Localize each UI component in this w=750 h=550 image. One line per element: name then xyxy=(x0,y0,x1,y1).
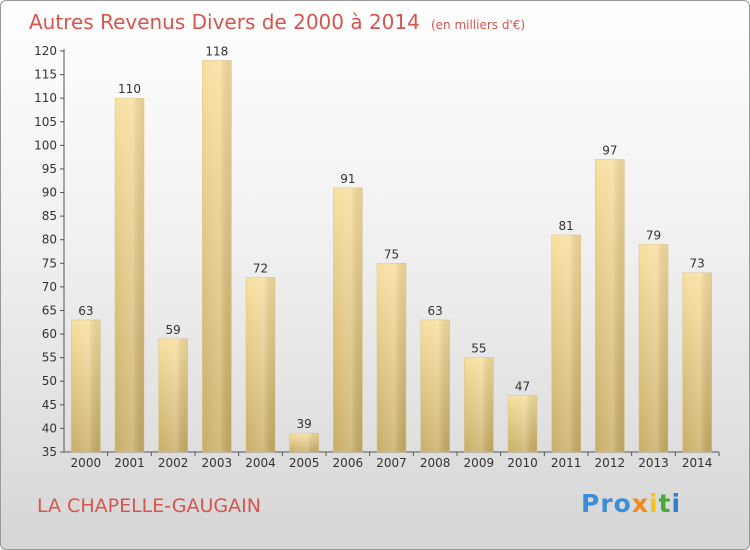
bars xyxy=(71,60,712,453)
logo-part: t xyxy=(658,489,672,518)
logo-part: i xyxy=(648,489,659,518)
x-tick-label: 2005 xyxy=(289,456,320,470)
bar-shade-2006 xyxy=(333,187,363,452)
x-tick-label: 2010 xyxy=(507,456,538,470)
data-label: 110 xyxy=(118,82,141,96)
y-tick-label: 120 xyxy=(34,44,57,58)
x-tick-label: 2011 xyxy=(551,456,582,470)
y-tick-label: 60 xyxy=(42,327,57,341)
x-tick-label: 2004 xyxy=(245,456,276,470)
y-tick-label: 115 xyxy=(34,68,57,82)
bar-shade-2012 xyxy=(595,159,625,452)
x-axis: 2000 2001 2002 2003 2004 2005 2006 2007 2008 2009… xyxy=(64,451,720,470)
bar-shade-2013 xyxy=(639,244,668,452)
y-tick-label: 90 xyxy=(42,186,57,200)
y-tick-label: 75 xyxy=(42,256,57,270)
y-tick-label: 80 xyxy=(42,233,57,247)
x-tick-label: 2002 xyxy=(158,456,189,470)
data-label: 97 xyxy=(602,144,617,158)
bar-shade-2008 xyxy=(420,319,450,452)
logo-part: i xyxy=(671,489,682,518)
bar-shade-2001 xyxy=(115,98,144,453)
y-tick-label: 65 xyxy=(42,303,57,317)
bar-shade-2005 xyxy=(289,433,319,452)
y-axis: 35 40 45 50 55 60 65 70 75 80 85 90 95 100 105 110 115 12… xyxy=(34,44,65,459)
y-tick-label: 50 xyxy=(42,374,57,388)
chart-title-main: Autres Revenus Divers de 2000 à 2014 xyxy=(29,10,420,34)
bar-shade-2011 xyxy=(551,234,581,452)
bar-shade-2003 xyxy=(202,60,232,452)
data-label: 79 xyxy=(646,228,661,242)
x-tick-label: 2014 xyxy=(682,456,713,470)
logo-part: Pro xyxy=(581,489,632,518)
data-label: 39 xyxy=(297,417,312,431)
bar-shade-2010 xyxy=(508,395,537,452)
proxiti-logo: Proxiti xyxy=(581,489,681,518)
data-label: 118 xyxy=(205,44,228,58)
bar-shade-2004 xyxy=(246,277,275,452)
y-tick-label: 100 xyxy=(34,138,57,152)
logo-part: x xyxy=(631,489,649,518)
y-tick-label: 70 xyxy=(42,280,57,294)
data-label: 55 xyxy=(471,342,486,356)
x-tick-label: 2001 xyxy=(114,456,145,470)
x-tick-label: 2003 xyxy=(202,456,233,470)
data-label: 63 xyxy=(78,304,93,318)
data-label: 59 xyxy=(166,323,181,337)
bar-shade-2002 xyxy=(158,338,188,452)
y-tick-label: 40 xyxy=(42,421,57,435)
y-tick-label: 45 xyxy=(42,398,57,412)
x-tick-label: 2006 xyxy=(333,456,364,470)
commune-name: LA CHAPELLE-GAUGAIN xyxy=(37,495,261,517)
bar-shade-2000 xyxy=(71,319,101,452)
y-tick-label: 85 xyxy=(42,209,57,223)
x-tick-label: 2012 xyxy=(595,456,626,470)
x-tick-label: 2007 xyxy=(376,456,407,470)
data-label: 73 xyxy=(690,257,705,271)
chart-title: Autres Revenus Divers de 2000 à 2014 (en… xyxy=(29,10,525,34)
bar-shade-2009 xyxy=(464,357,494,452)
data-label: 75 xyxy=(384,247,399,261)
y-tick-label: 95 xyxy=(42,162,57,176)
x-tick-label: 2013 xyxy=(638,456,669,470)
data-label: 72 xyxy=(253,261,268,275)
data-label: 91 xyxy=(340,172,355,186)
data-labels: 63 110 59 118 72 39 91 75 63 55 47 81 97 79 73 xyxy=(78,44,705,431)
y-tick-label: 105 xyxy=(34,115,57,129)
x-tick-label: 2008 xyxy=(420,456,451,470)
y-tick-label: 55 xyxy=(42,351,57,365)
data-label: 47 xyxy=(515,379,530,393)
chart-title-unit: (en milliers d'€) xyxy=(430,18,526,32)
x-tick-label: 2000 xyxy=(71,456,102,470)
data-label: 81 xyxy=(559,219,574,233)
y-tick-label: 110 xyxy=(34,91,57,105)
y-tick-label: 35 xyxy=(42,445,57,459)
bar-shade-2014 xyxy=(682,272,712,452)
data-label: 63 xyxy=(428,304,443,318)
bar-shade-2007 xyxy=(377,263,406,452)
x-tick-label: 2009 xyxy=(464,456,495,470)
